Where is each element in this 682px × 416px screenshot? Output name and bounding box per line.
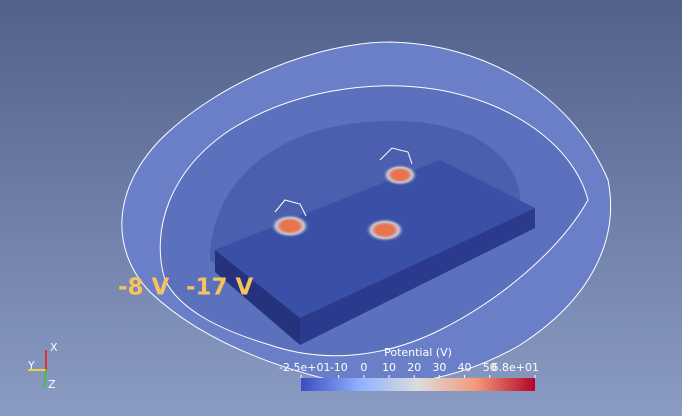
plate-front	[300, 208, 535, 345]
annotation: -17 V	[186, 275, 254, 301]
tick-label: 6.8e+01	[492, 361, 539, 374]
tick-label: 20	[407, 361, 421, 374]
tick-label: 50	[483, 361, 497, 374]
tick-label: 40	[458, 361, 472, 374]
color-bar	[301, 378, 535, 391]
axis-label: X	[50, 341, 58, 354]
tick-label: -10	[330, 361, 348, 374]
contour	[274, 147, 413, 217]
tick-label: 30	[432, 361, 446, 374]
axes-triad: X Y Z	[27, 341, 58, 391]
hot-spot	[270, 214, 310, 238]
axis-label: Z	[48, 378, 56, 391]
tick-label: -2.5e+01	[279, 361, 330, 374]
annotation: -8 V	[118, 275, 170, 301]
axis-label: Y	[27, 359, 35, 372]
plate-side	[215, 250, 300, 345]
axis-z	[43, 369, 47, 389]
hot-spot	[382, 164, 418, 186]
geometry	[121, 41, 612, 385]
tick-label: 0	[360, 361, 367, 374]
color-bar-title: Potential (V)	[384, 346, 452, 359]
tick-label: 10	[382, 361, 396, 374]
hot-spot	[365, 218, 405, 242]
